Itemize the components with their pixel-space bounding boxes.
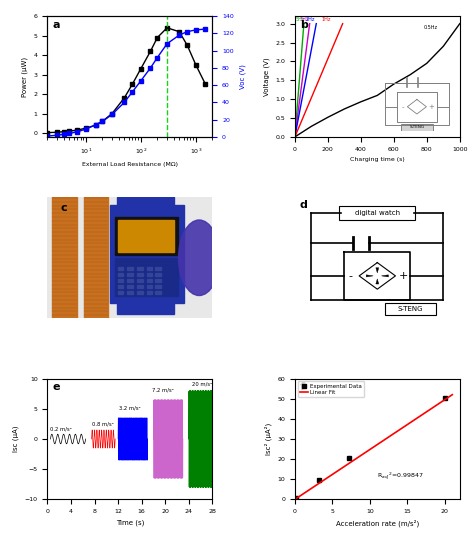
Bar: [147, 285, 153, 288]
Bar: [118, 267, 123, 270]
Text: 20 m/s²: 20 m/s²: [191, 382, 212, 387]
Text: 5Hz: 5Hz: [295, 17, 305, 21]
Text: 1Hz: 1Hz: [321, 17, 331, 21]
Bar: [155, 285, 161, 288]
Text: -: -: [349, 271, 353, 281]
Y-axis label: Isc² (μA²): Isc² (μA²): [264, 423, 272, 455]
Experimental Data: [442, 395, 447, 401]
Polygon shape: [382, 275, 388, 277]
Bar: [155, 267, 161, 270]
Text: digital watch: digital watch: [355, 210, 400, 216]
Text: 2Hz: 2Hz: [306, 17, 315, 21]
Ellipse shape: [179, 220, 220, 295]
Text: 0.8 m/s²: 0.8 m/s²: [91, 421, 113, 426]
Text: e: e: [52, 382, 60, 392]
Bar: [115, 217, 178, 255]
Bar: [128, 279, 133, 282]
Text: a: a: [52, 20, 60, 30]
Experimental Data: [316, 476, 322, 483]
Bar: [137, 285, 143, 288]
X-axis label: Acceleration rate (m/s²): Acceleration rate (m/s²): [336, 520, 419, 527]
Bar: [147, 267, 153, 270]
Bar: [137, 267, 143, 270]
Bar: [147, 273, 153, 276]
Text: b: b: [300, 20, 308, 30]
Bar: [110, 205, 184, 303]
X-axis label: External Load Resistance (MΩ): External Load Resistance (MΩ): [82, 162, 178, 166]
Y-axis label: Isc (μA): Isc (μA): [13, 426, 19, 452]
Bar: [137, 273, 143, 276]
Bar: [137, 279, 143, 282]
Y-axis label: Power (μW): Power (μW): [22, 56, 28, 97]
Bar: [128, 291, 133, 294]
Bar: [117, 303, 174, 314]
Bar: [155, 273, 161, 276]
Bar: [115, 258, 178, 295]
Bar: [118, 273, 123, 276]
Bar: [128, 285, 133, 288]
Bar: [118, 279, 123, 282]
Text: c: c: [61, 204, 67, 213]
Text: d: d: [300, 200, 308, 210]
Y-axis label: Voc (V): Voc (V): [239, 64, 246, 89]
Text: f: f: [300, 382, 305, 392]
Bar: [147, 279, 153, 282]
Text: +: +: [399, 271, 409, 281]
Bar: [147, 291, 153, 294]
Polygon shape: [376, 268, 379, 273]
X-axis label: Charging time (s): Charging time (s): [350, 157, 405, 162]
Text: S-TENG: S-TENG: [398, 306, 423, 312]
Bar: [137, 291, 143, 294]
Text: 7.2 m/s²: 7.2 m/s²: [152, 388, 174, 393]
Text: 0.5Hz: 0.5Hz: [423, 25, 438, 30]
Bar: [84, 197, 109, 318]
X-axis label: Time (s): Time (s): [116, 520, 144, 526]
Legend: Experimental Data, Linear Fit: Experimental Data, Linear Fit: [298, 381, 365, 397]
Text: 3.2 m/s²: 3.2 m/s²: [119, 406, 141, 411]
Bar: [118, 220, 174, 252]
Y-axis label: Voltage (V): Voltage (V): [263, 57, 270, 96]
Polygon shape: [376, 279, 379, 284]
Bar: [52, 197, 77, 318]
Line: Experimental Data: Experimental Data: [294, 395, 447, 501]
Text: 0.2 m/s²: 0.2 m/s²: [50, 426, 72, 432]
Bar: [118, 291, 123, 294]
Text: R$_{adj}$$^2$=0.99847: R$_{adj}$$^2$=0.99847: [377, 470, 424, 482]
Polygon shape: [366, 275, 373, 277]
Experimental Data: [346, 455, 352, 461]
Bar: [128, 267, 133, 270]
Bar: [118, 285, 123, 288]
Bar: [128, 273, 133, 276]
Bar: [117, 197, 174, 205]
Bar: [155, 291, 161, 294]
Experimental Data: [293, 495, 299, 502]
Text: 3Hz: 3Hz: [300, 17, 309, 21]
Bar: [155, 279, 161, 282]
